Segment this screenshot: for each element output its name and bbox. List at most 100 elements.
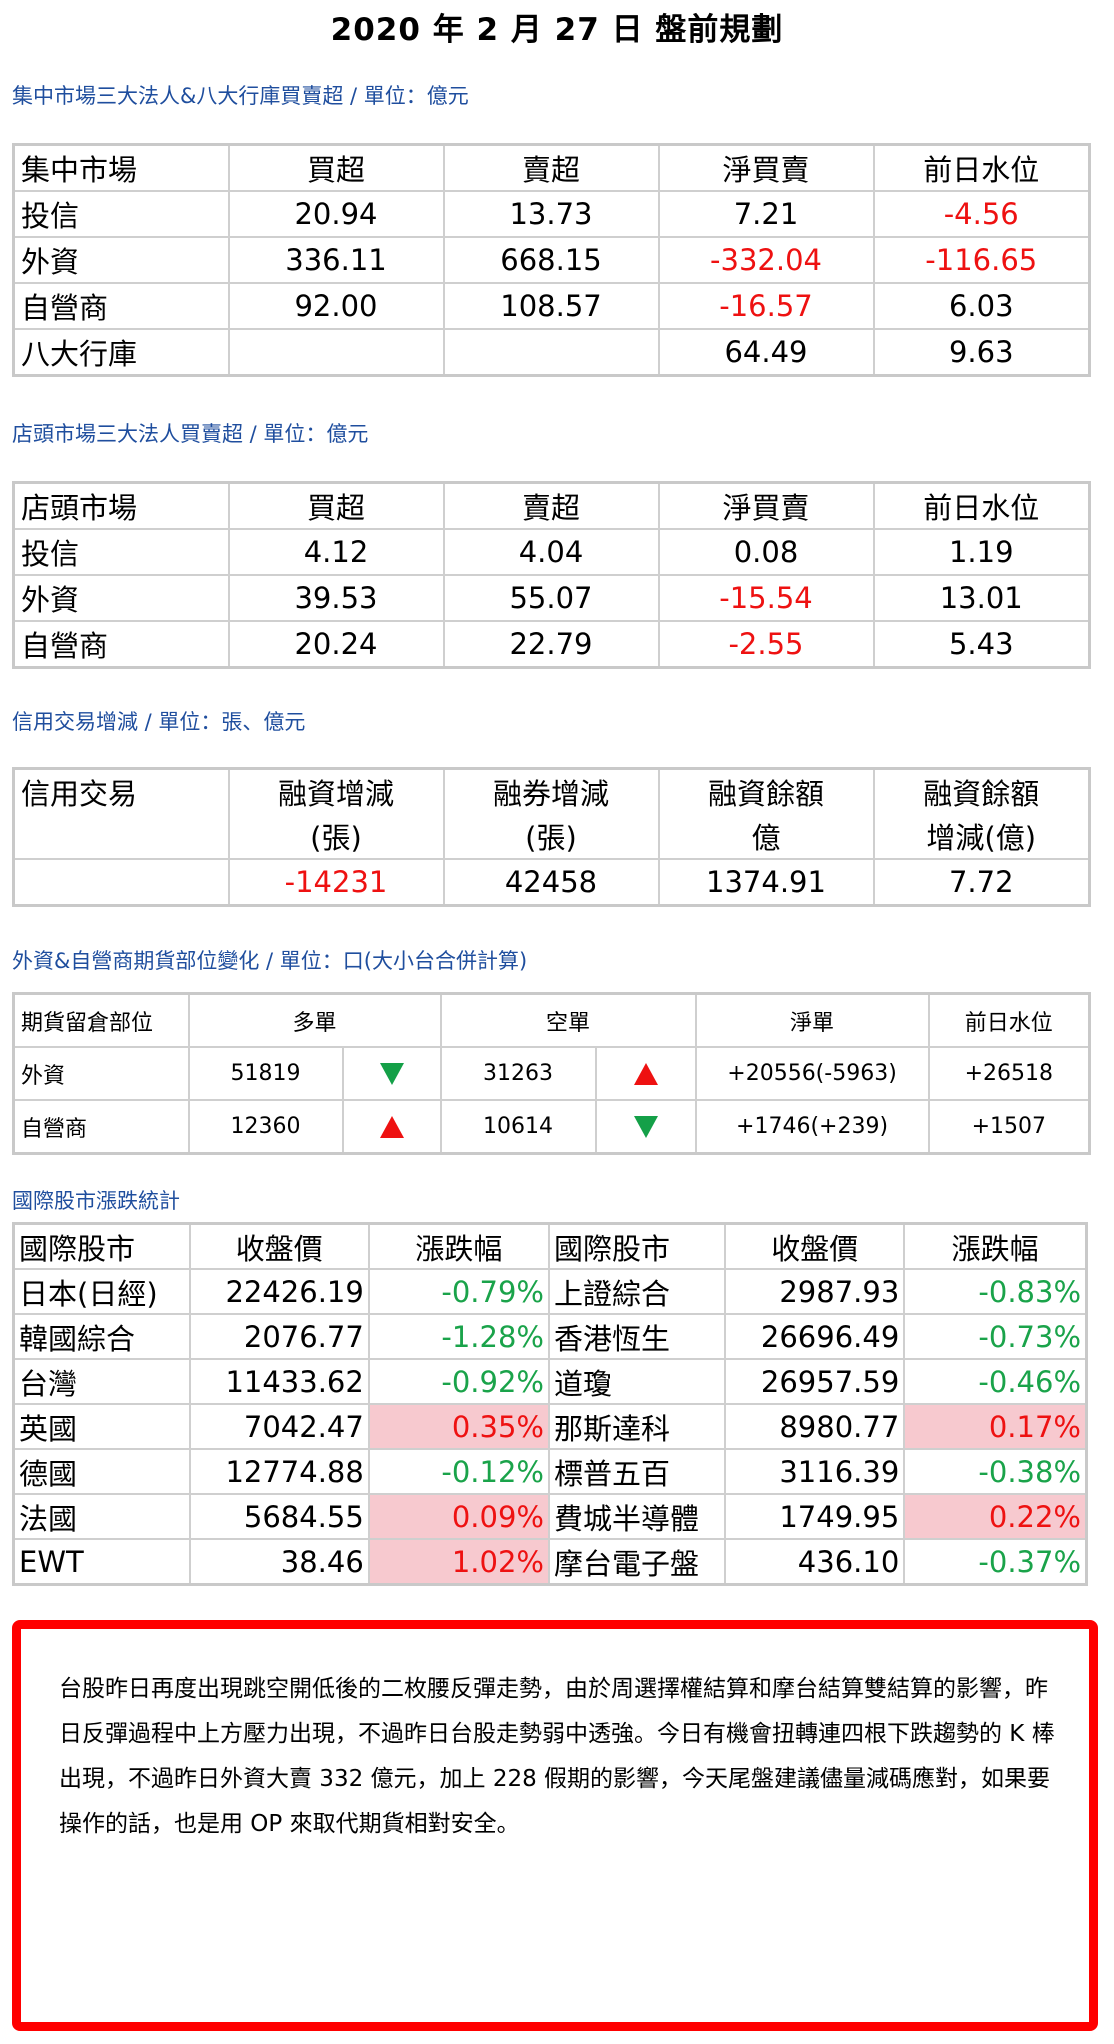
short-cell: 31263 xyxy=(439,1046,597,1101)
header-cell: 買超 xyxy=(227,143,445,192)
prev-cell: +26518 xyxy=(927,1046,1091,1101)
header-cell: 買超 xyxy=(227,481,445,530)
market-name: EWT xyxy=(12,1538,191,1586)
close-price: 2076.77 xyxy=(188,1313,370,1360)
futures-caption: 外資&自營商期貨部位變化 / 單位：口(大小台合併計算) xyxy=(12,949,528,973)
prev-cell: 9.63 xyxy=(872,328,1091,377)
row-label: 投信 xyxy=(12,528,230,576)
change-pct: -0.37% xyxy=(903,1538,1088,1586)
buy-cell: 39.53 xyxy=(227,574,445,622)
close-price: 38.46 xyxy=(188,1538,370,1586)
prev-cell: 6.03 xyxy=(872,282,1091,330)
arrow-down-icon xyxy=(379,1063,404,1085)
row-label: 外資 xyxy=(12,1046,190,1101)
change-pct: -0.83% xyxy=(903,1268,1088,1315)
prev-cell: 13.01 xyxy=(872,574,1091,622)
table-row: 韓國綜合 2076.77 -1.28% 香港恆生 26696.49 -0.73% xyxy=(12,1313,1088,1360)
net-cell: -332.04 xyxy=(657,236,875,284)
change-pct: -0.73% xyxy=(903,1313,1088,1360)
close-price: 2987.93 xyxy=(724,1268,906,1315)
market-name: 香港恆生 xyxy=(547,1313,727,1360)
header-cell: 賣超 xyxy=(442,143,660,192)
subheader-cell: 億 xyxy=(657,814,875,860)
table-row: 自營商 12360 10614 +1746(+239) +1507 xyxy=(12,1099,1091,1155)
change-pct: -0.92% xyxy=(367,1358,550,1405)
header-cell: 國際股市 xyxy=(12,1222,191,1270)
table-header-row: 期貨留倉部位 多單 空單 淨單 前日水位 xyxy=(12,992,1091,1048)
table-header-row: 集中市場 買超 賣超 淨買賣 前日水位 xyxy=(12,143,1091,192)
row-label: 外資 xyxy=(12,236,230,284)
commentary-text: 台股昨日再度出現跳空開低後的二枚腰反彈走勢，由於周選擇權結算和摩台結算雙結算的影… xyxy=(59,1676,1055,1837)
row-label: 自營商 xyxy=(12,1099,190,1155)
close-price: 26957.59 xyxy=(724,1358,906,1405)
change-pct: 0.22% xyxy=(903,1493,1088,1540)
header-cell: 多單 xyxy=(187,992,442,1048)
net-cell: 0.08 xyxy=(657,528,875,576)
header-cell: 信用交易 xyxy=(12,767,230,814)
change-pct: -1.28% xyxy=(367,1313,550,1360)
arrow-up-icon xyxy=(633,1063,658,1085)
header-cell: 淨單 xyxy=(694,992,930,1048)
sell-cell xyxy=(442,328,660,377)
subheader-cell: (張) xyxy=(227,814,445,860)
buy-cell: 20.94 xyxy=(227,190,445,238)
margin-change-cell: -14231 xyxy=(227,858,445,907)
close-price: 7042.47 xyxy=(188,1403,370,1450)
long-cell: 12360 xyxy=(187,1099,344,1155)
header-cell: 融資餘額 xyxy=(657,767,875,814)
header-cell: 前日水位 xyxy=(872,143,1091,192)
net-cell: 7.21 xyxy=(657,190,875,238)
long-arrow-cell xyxy=(341,1046,442,1101)
buy-cell: 92.00 xyxy=(227,282,445,330)
market-name: 上證綜合 xyxy=(547,1268,727,1315)
row-label xyxy=(12,858,230,907)
page-title: 2020 年 2 月 27 日 盤前規劃 xyxy=(330,12,784,48)
row-label: 八大行庫 xyxy=(12,328,230,377)
commentary-box: 台股昨日再度出現跳空開低後的二枚腰反彈走勢，由於周選擇權結算和摩台結算雙結算的影… xyxy=(12,1620,1098,2031)
prev-cell: 1.19 xyxy=(872,528,1091,576)
close-price: 5684.55 xyxy=(188,1493,370,1540)
header-cell: 漲跌幅 xyxy=(903,1222,1088,1270)
header-cell: 融資餘額 xyxy=(872,767,1091,814)
long-arrow-cell xyxy=(341,1099,442,1155)
market-name: 法國 xyxy=(12,1493,191,1540)
balance-change-cell: 7.72 xyxy=(872,858,1091,907)
header-cell: 收盤價 xyxy=(188,1222,370,1270)
long-cell: 51819 xyxy=(187,1046,344,1101)
net-cell: +20556(-5963) xyxy=(694,1046,930,1101)
header-cell: 收盤價 xyxy=(724,1222,906,1270)
market-name: 標普五百 xyxy=(547,1448,727,1495)
header-cell: 融券增減 xyxy=(442,767,660,814)
table-row: 法國 5684.55 0.09% 費城半導體 1749.95 0.22% xyxy=(12,1493,1088,1540)
header-cell: 淨買賣 xyxy=(657,481,875,530)
table-row: 八大行庫 64.49 9.63 xyxy=(12,328,1091,377)
table-header-row: 店頭市場 買超 賣超 淨買賣 前日水位 xyxy=(12,481,1091,530)
short-change-cell: 42458 xyxy=(442,858,660,907)
subheader-cell: (張) xyxy=(442,814,660,860)
market-name: 德國 xyxy=(12,1448,191,1495)
change-pct: -0.46% xyxy=(903,1358,1088,1405)
subheader-cell: 增減(億) xyxy=(872,814,1091,860)
prev-cell: -4.56 xyxy=(872,190,1091,238)
listed-market-caption: 集中市場三大法人&八大行庫買賣超 / 單位：億元 xyxy=(12,84,469,108)
header-cell: 賣超 xyxy=(442,481,660,530)
market-name: 日本(日經) xyxy=(12,1268,191,1315)
market-name: 那斯達科 xyxy=(547,1403,727,1450)
table-row: 日本(日經) 22426.19 -0.79% 上證綜合 2987.93 -0.8… xyxy=(12,1268,1088,1315)
close-price: 26696.49 xyxy=(724,1313,906,1360)
prev-cell: 5.43 xyxy=(872,620,1091,669)
close-price: 1749.95 xyxy=(724,1493,906,1540)
change-pct: 0.17% xyxy=(903,1403,1088,1450)
intl-markets-table: 國際股市 收盤價 漲跌幅 國際股市 收盤價 漲跌幅 日本(日經) 22426.1… xyxy=(12,1222,1088,1586)
listed-market-table: 集中市場 買超 賣超 淨買賣 前日水位 投信 20.94 13.73 7.21 … xyxy=(12,143,1091,377)
table-row: 外資 39.53 55.07 -15.54 13.01 xyxy=(12,574,1091,622)
close-price: 12774.88 xyxy=(188,1448,370,1495)
table-row: 外資 336.11 668.15 -332.04 -116.65 xyxy=(12,236,1091,284)
table-header-row: 國際股市 收盤價 漲跌幅 國際股市 收盤價 漲跌幅 xyxy=(12,1222,1088,1270)
market-name: 台灣 xyxy=(12,1358,191,1405)
close-price: 11433.62 xyxy=(188,1358,370,1405)
close-price: 22426.19 xyxy=(188,1268,370,1315)
prev-cell: -116.65 xyxy=(872,236,1091,284)
prev-cell: +1507 xyxy=(927,1099,1091,1155)
change-pct: -0.38% xyxy=(903,1448,1088,1495)
